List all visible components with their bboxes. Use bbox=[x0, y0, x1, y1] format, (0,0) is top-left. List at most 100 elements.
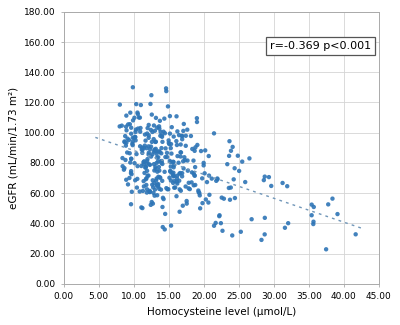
Point bbox=[163, 86, 169, 91]
Point bbox=[152, 128, 158, 133]
Point bbox=[224, 162, 230, 167]
Point bbox=[174, 153, 181, 159]
Point bbox=[196, 189, 202, 195]
Point bbox=[176, 178, 182, 183]
Point bbox=[149, 139, 155, 145]
Point bbox=[181, 121, 187, 126]
Point bbox=[168, 178, 174, 183]
Point bbox=[130, 143, 136, 148]
Point bbox=[176, 209, 183, 215]
Point bbox=[164, 150, 170, 155]
Point bbox=[152, 164, 158, 170]
Point bbox=[171, 163, 177, 168]
Point bbox=[179, 174, 185, 179]
Point bbox=[144, 131, 150, 136]
Point bbox=[180, 166, 187, 171]
Point bbox=[128, 202, 134, 207]
Point bbox=[128, 125, 134, 130]
Point bbox=[174, 179, 180, 184]
Point bbox=[158, 160, 165, 165]
Point bbox=[165, 104, 171, 109]
Point bbox=[142, 143, 148, 148]
Point bbox=[226, 185, 232, 190]
Point bbox=[131, 135, 138, 140]
Point bbox=[151, 162, 157, 167]
Point bbox=[134, 185, 140, 190]
Point bbox=[232, 195, 238, 201]
Point bbox=[126, 176, 132, 181]
Point bbox=[141, 159, 148, 164]
Point bbox=[166, 175, 173, 180]
Point bbox=[155, 182, 162, 187]
Point bbox=[150, 201, 156, 206]
Point bbox=[308, 213, 315, 218]
Point bbox=[184, 127, 190, 132]
Point bbox=[160, 129, 167, 134]
Point bbox=[261, 177, 267, 183]
Point bbox=[149, 152, 156, 157]
Point bbox=[194, 142, 200, 148]
Point bbox=[168, 141, 174, 147]
Point bbox=[131, 161, 138, 166]
Point bbox=[126, 151, 133, 156]
Point bbox=[176, 171, 183, 176]
Point bbox=[182, 158, 188, 163]
Point bbox=[197, 206, 203, 211]
Point bbox=[142, 164, 149, 169]
Point bbox=[156, 168, 162, 173]
Point bbox=[146, 188, 153, 193]
Point bbox=[162, 227, 168, 232]
Point bbox=[170, 159, 177, 164]
Point bbox=[200, 163, 207, 168]
Point bbox=[155, 184, 162, 189]
Point bbox=[152, 166, 159, 172]
Point bbox=[166, 158, 173, 163]
Point bbox=[190, 183, 197, 188]
Point bbox=[323, 247, 329, 252]
Point bbox=[188, 133, 194, 138]
Point bbox=[329, 196, 336, 201]
Point bbox=[262, 215, 268, 220]
Point bbox=[214, 177, 221, 182]
Point bbox=[174, 142, 180, 148]
Point bbox=[213, 178, 220, 183]
Point bbox=[173, 194, 180, 199]
Point bbox=[262, 174, 268, 179]
Point bbox=[180, 203, 186, 208]
Point bbox=[121, 167, 127, 172]
Point bbox=[140, 188, 146, 193]
Point bbox=[167, 169, 174, 174]
Point bbox=[192, 148, 198, 153]
Point bbox=[156, 164, 162, 170]
Point bbox=[154, 183, 160, 188]
Point bbox=[216, 213, 223, 218]
Point bbox=[166, 141, 172, 147]
Point bbox=[143, 146, 150, 151]
Point bbox=[184, 168, 191, 173]
Point bbox=[189, 146, 196, 151]
Point bbox=[152, 146, 159, 151]
Point bbox=[279, 180, 286, 186]
Point bbox=[159, 178, 166, 183]
Point bbox=[134, 110, 141, 115]
Point bbox=[154, 183, 161, 188]
Point bbox=[124, 150, 130, 155]
Point bbox=[153, 139, 159, 144]
Point bbox=[174, 176, 180, 181]
Point bbox=[196, 193, 203, 198]
Point bbox=[166, 138, 172, 143]
Point bbox=[163, 186, 170, 191]
Point bbox=[310, 221, 316, 227]
Point bbox=[147, 147, 153, 152]
Point bbox=[192, 173, 198, 178]
Point bbox=[206, 173, 212, 178]
Point bbox=[246, 156, 253, 161]
Point bbox=[194, 119, 200, 124]
Point bbox=[214, 176, 220, 181]
Point bbox=[179, 136, 185, 142]
Point bbox=[195, 188, 202, 193]
Point bbox=[157, 133, 164, 138]
Point bbox=[139, 147, 146, 152]
Point bbox=[160, 197, 167, 202]
Point bbox=[137, 144, 143, 149]
